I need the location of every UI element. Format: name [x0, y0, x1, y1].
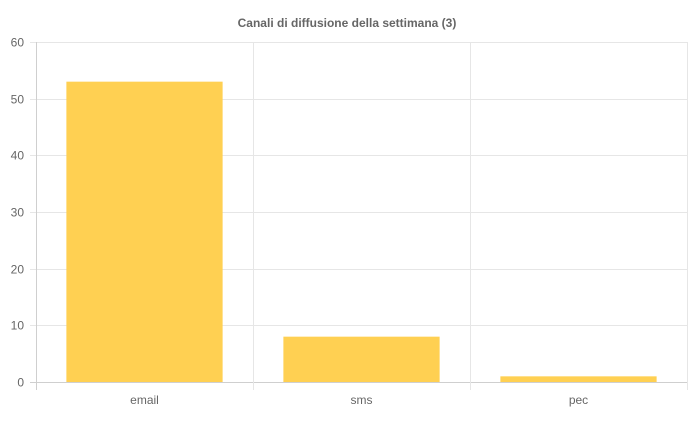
y-tick-label: 0: [17, 376, 24, 390]
x-axis-ticks: email sms pec: [130, 393, 588, 407]
bar-email: [66, 81, 223, 383]
bars: [66, 81, 657, 383]
x-tick-label: sms: [351, 393, 373, 407]
y-tick-label: 30: [11, 206, 25, 220]
x-tick-label: email: [130, 393, 159, 407]
y-tick-label: 20: [11, 263, 25, 277]
bar-pec: [500, 376, 657, 382]
bar-sms: [283, 336, 440, 382]
y-axis-ticks: 0 10 20 30 40 50 60: [11, 36, 25, 390]
y-tick-label: 50: [11, 93, 25, 107]
y-tick-label: 10: [11, 319, 25, 333]
x-tick-label: pec: [569, 393, 588, 407]
chart-title: Canali di diffusione della settimana (3): [238, 16, 457, 30]
y-tick-label: 40: [11, 149, 25, 163]
y-tick-label: 60: [11, 36, 25, 50]
